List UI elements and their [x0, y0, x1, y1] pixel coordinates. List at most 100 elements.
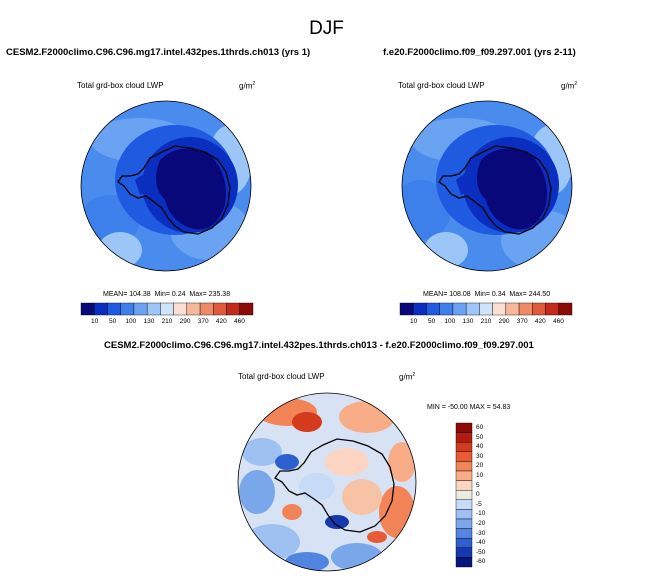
- colorbar-right-labels: 10 50 100 130 210 290 370 420 460: [400, 318, 572, 328]
- colorbar-swatch: [399, 302, 414, 316]
- colorbar-tick-label: 420: [215, 318, 227, 325]
- panel-right-case-title: f.e20.F2000climo.f09_f09.297.001 (yrs 2-…: [383, 47, 576, 58]
- colorbar-tick-label: 50: [476, 433, 484, 441]
- map-right-panel: [401, 100, 573, 272]
- antarctica-coastline: [438, 145, 552, 235]
- antarctica-coastline: [117, 145, 231, 235]
- colorbar-swatch: [239, 302, 254, 316]
- colorbar-tick-label: -5: [476, 500, 482, 508]
- colorbar-swatch: [558, 302, 573, 316]
- map-diff-fill: [238, 393, 416, 571]
- colorbar-swatch: [160, 302, 174, 316]
- map-right-fill: [402, 101, 572, 271]
- colorbar-tick-label: 460: [552, 318, 564, 325]
- panel-diff-units: g/m2: [399, 372, 416, 382]
- colorbar-tick-label: 100: [125, 318, 137, 325]
- colorbar-swatch: [213, 302, 227, 316]
- colorbar-swatch: [455, 480, 473, 491]
- colorbar-tick-label: 20: [476, 462, 484, 470]
- colorbar-swatch: [455, 489, 473, 500]
- colorbar-tick-label: 100: [444, 318, 456, 325]
- colorbar-swatch: [518, 302, 533, 316]
- colorbar-swatch: [492, 302, 507, 316]
- colorbar-swatch: [133, 302, 148, 316]
- colorbar-swatch: [455, 422, 473, 433]
- colorbar-swatch: [226, 302, 240, 316]
- colorbar-swatch: [545, 302, 559, 316]
- colorbar-swatch: [455, 451, 473, 462]
- colorbar-swatch: [455, 547, 473, 558]
- colorbar-tick-label: 10: [409, 318, 418, 325]
- colorbar-tick-label: 130: [143, 318, 155, 325]
- map-left-fill: [81, 101, 251, 271]
- colorbar-swatch: [107, 302, 121, 316]
- colorbar-swatch: [455, 442, 473, 453]
- panel-diff-variable-label: Total grd-box cloud LWP: [238, 372, 325, 381]
- colorbar-tick-label: -20: [476, 520, 486, 527]
- panel-right-units: g/m2: [561, 81, 578, 91]
- colorbar-swatch: [532, 302, 546, 316]
- colorbar-swatch: [146, 302, 161, 316]
- colorbar-swatch: [80, 302, 95, 316]
- colorbar-tick-label: 10: [90, 318, 99, 325]
- colorbar-tick-label: -10: [476, 510, 486, 518]
- antarctica-coastline: [274, 438, 395, 533]
- colorbar-swatch: [94, 302, 108, 316]
- colorbar-left: [80, 302, 254, 316]
- map-diff-panel: [237, 392, 417, 572]
- panel-left-units: g/m2: [239, 81, 256, 91]
- colorbar-tick-label: 5: [476, 481, 480, 489]
- colorbar-swatch: [455, 528, 473, 539]
- panel-right-stats: MEAN= 108.08 Min= 0.34 Max= 244.50: [423, 291, 551, 298]
- colorbar-swatch: [455, 518, 473, 529]
- colorbar-tick-label: 370: [197, 318, 209, 325]
- colorbar-swatch: [199, 302, 214, 316]
- colorbar-tick-label: -40: [476, 539, 486, 547]
- map-left-panel: [80, 100, 252, 272]
- panel-right-variable-label: Total grd-box cloud LWP: [398, 81, 485, 90]
- colorbar-swatch: [120, 302, 135, 316]
- colorbar-left-labels: 10 50 100 130 210 290 370 420 460: [81, 318, 253, 328]
- colorbar-swatch: [413, 302, 427, 316]
- colorbar-swatch: [452, 302, 467, 316]
- colorbar-tick-label: 10: [476, 472, 484, 479]
- colorbar-tick-label: 210: [480, 318, 492, 325]
- colorbar-tick-label: 0: [476, 491, 480, 499]
- panel-left-case-title: CESM2.F2000climo.C96.C96.mg17.intel.432p…: [6, 47, 311, 58]
- colorbar-tick-label: 290: [179, 318, 191, 325]
- colorbar-tick-label: -30: [476, 529, 486, 537]
- colorbar-swatch: [173, 302, 188, 316]
- colorbar-diff: [455, 422, 473, 568]
- colorbar-tick-label: 460: [233, 318, 245, 325]
- panel-diff-case-title: CESM2.F2000climo.C96.C96.mg17.intel.432p…: [104, 340, 534, 351]
- colorbar-swatch: [505, 302, 520, 316]
- colorbar-swatch: [186, 302, 201, 316]
- colorbar-diff-labels: 60 50 40 30 20 10 5 0 -5 -10 -20 -30 -40 -50 -60: [476, 423, 506, 567]
- colorbar-swatch: [455, 557, 473, 568]
- figure-title: DJF: [309, 18, 344, 39]
- colorbar-right: [399, 302, 573, 316]
- colorbar-tick-label: -60: [476, 558, 486, 566]
- colorbar-swatch: [455, 432, 473, 443]
- colorbar-swatch: [455, 509, 473, 520]
- colorbar-tick-label: 40: [476, 443, 484, 451]
- colorbar-swatch: [455, 461, 473, 472]
- colorbar-swatch: [465, 302, 480, 316]
- panel-left-variable-label: Total grd-box cloud LWP: [77, 81, 164, 90]
- colorbar-tick-label: 30: [476, 452, 484, 460]
- colorbar-tick-label: 420: [534, 318, 546, 325]
- colorbar-tick-label: 130: [462, 318, 474, 325]
- colorbar-swatch: [439, 302, 454, 316]
- panel-diff-minmax: MIN = -50.00 MAX = 54.83: [427, 404, 511, 411]
- colorbar-tick-label: 210: [161, 318, 173, 325]
- colorbar-tick-label: 290: [498, 318, 510, 325]
- colorbar-swatch: [455, 499, 473, 510]
- colorbar-swatch: [479, 302, 493, 316]
- colorbar-tick-label: 370: [516, 318, 528, 325]
- colorbar-swatch: [426, 302, 440, 316]
- colorbar-swatch: [455, 537, 473, 548]
- colorbar-tick-label: 50: [109, 318, 117, 325]
- colorbar-tick-label: 50: [428, 318, 436, 325]
- panel-left-stats: MEAN= 104.38 Min= 0.24 Max= 235.38: [103, 291, 231, 298]
- colorbar-tick-label: -50: [476, 548, 486, 556]
